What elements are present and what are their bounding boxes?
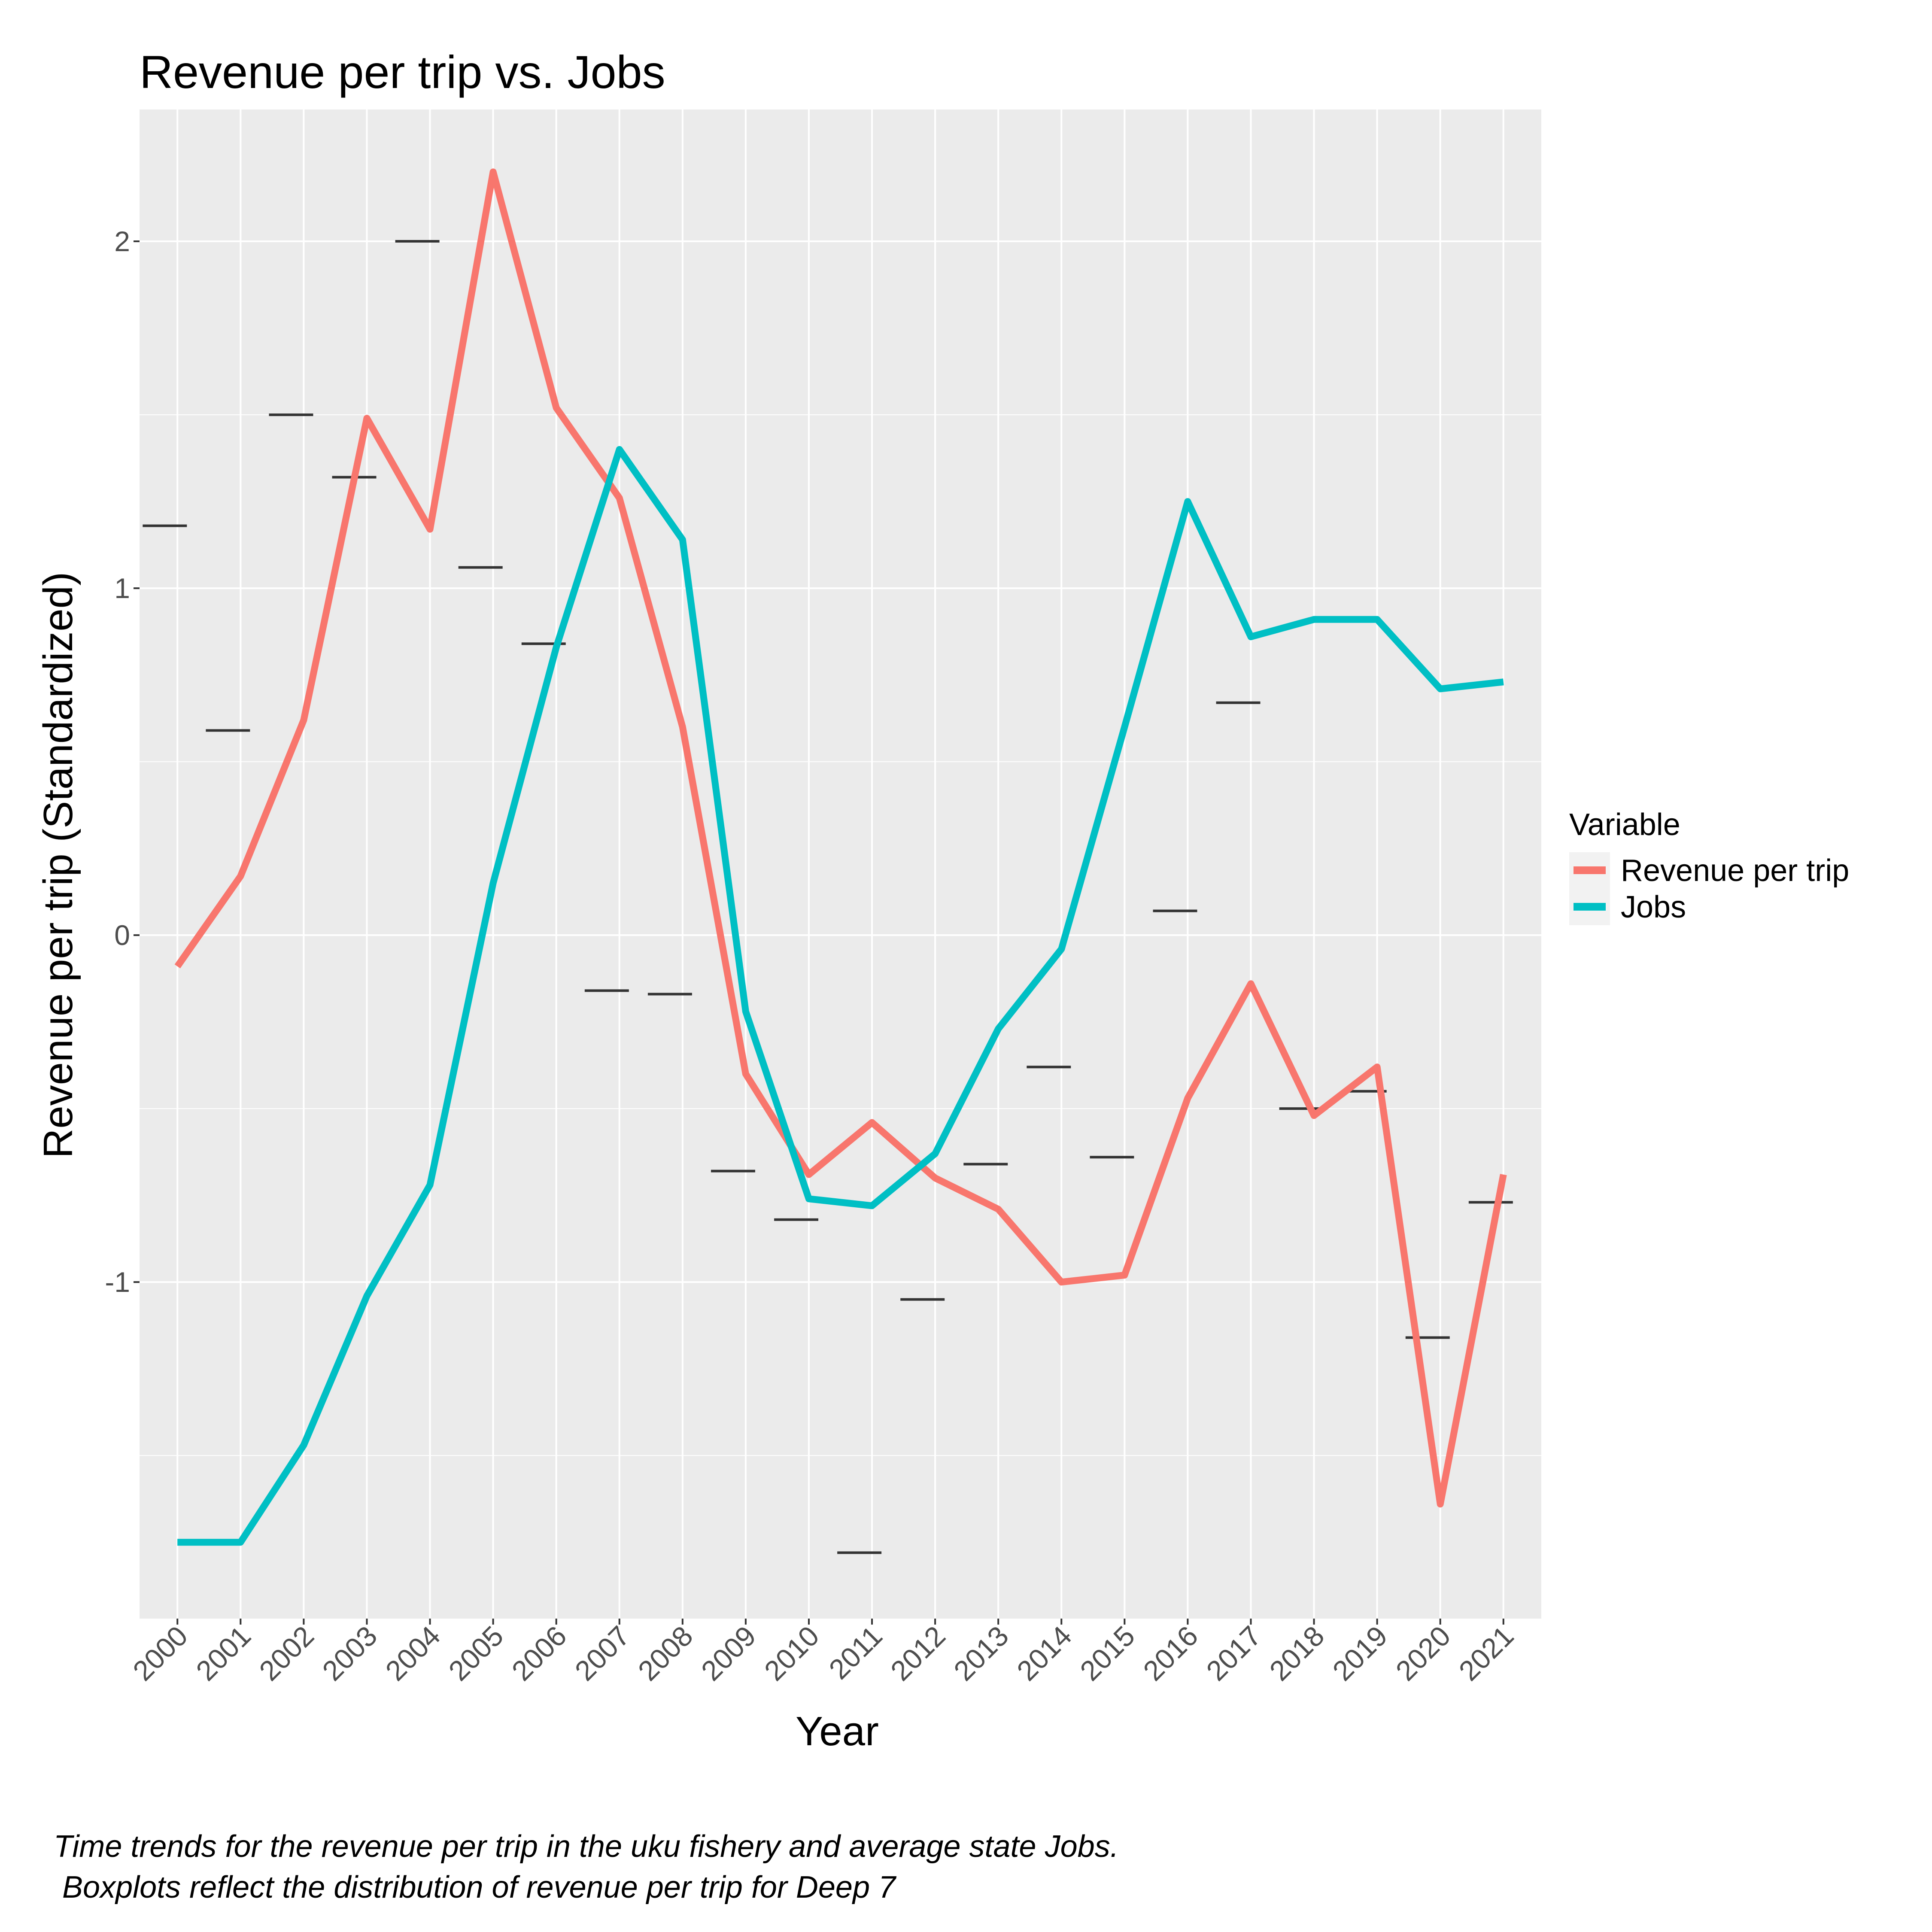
y-axis-title: Revenue per trip (Standardized) [35,572,81,1158]
x-tick-label: 2001 [190,1620,257,1687]
x-axis-title: Year [796,1708,879,1754]
legend-title: Variable [1569,808,1680,842]
y-tick-label: 2 [114,225,130,257]
x-tick-label: 2018 [1263,1620,1330,1687]
legend-label-revenue: Revenue per trip [1621,854,1849,888]
chart-title: Revenue per trip vs. Jobs [140,46,665,98]
series-layer [174,168,1507,1546]
gridlines [140,109,1541,1619]
x-tick-label: 2011 [823,1620,888,1686]
jobs-series-line [177,446,1504,1546]
x-tick-label: 2000 [127,1620,194,1687]
x-tick-label: 2020 [1389,1620,1456,1687]
y-tick-label: 1 [114,572,130,604]
x-tick-label: 2021 [1453,1620,1520,1687]
x-tick-label: 2007 [568,1620,635,1687]
x-axis-ticks: 2000200120022003200420052006200720082009… [127,1619,1520,1687]
x-tick-label: 2006 [505,1620,572,1687]
caption-line-1: Time trends for the revenue per trip in … [54,1829,1119,1864]
legend: Variable Revenue per trip Jobs [1569,808,1849,925]
x-tick-label: 2019 [1326,1620,1393,1687]
x-tick-label: 2008 [632,1620,699,1687]
y-tick-label: -1 [105,1266,130,1298]
x-tick-label: 2016 [1137,1620,1204,1687]
legend-label-jobs: Jobs [1621,890,1686,924]
x-tick-label: 2004 [379,1620,446,1687]
x-tick-label: 2005 [442,1620,509,1687]
y-axis-ticks: -1 0 1 2 [105,225,140,1298]
x-tick-label: 2010 [758,1620,825,1687]
x-tick-label: 2015 [1074,1620,1141,1687]
revenue-series-line [174,168,1507,1508]
x-tick-label: 2009 [695,1620,762,1687]
x-tick-label: 2003 [316,1620,383,1687]
x-tick-label: 2013 [948,1620,1015,1687]
x-tick-label: 2017 [1200,1620,1267,1687]
plot-panel [140,109,1541,1619]
x-tick-label: 2014 [1011,1620,1078,1687]
x-tick-label: 2002 [253,1620,320,1687]
caption-line-2: Boxplots reflect the distribution of rev… [54,1870,897,1905]
y-tick-label: 0 [114,919,130,951]
x-tick-label: 2012 [884,1620,951,1687]
